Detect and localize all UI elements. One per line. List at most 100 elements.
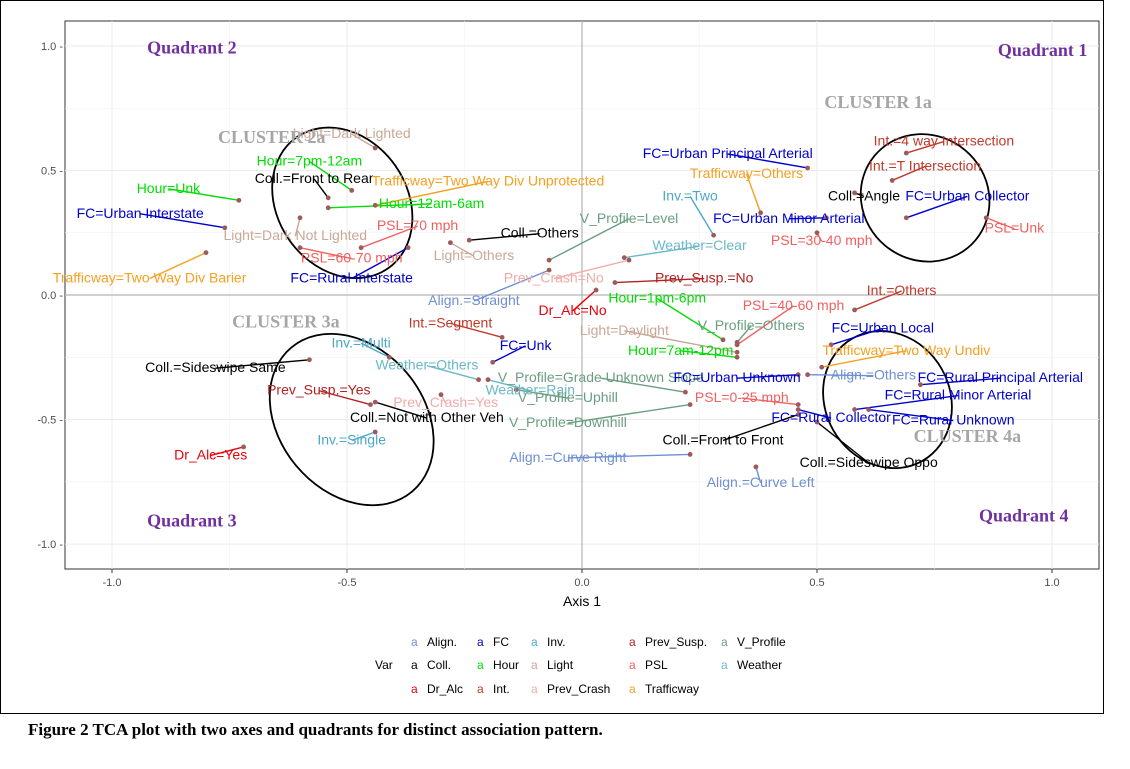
label-connector (830, 327, 884, 346)
label-connector (854, 290, 902, 311)
point-label: Align.=Curve Right (509, 449, 626, 465)
label-connector (600, 377, 686, 393)
label-connector (318, 389, 371, 406)
data-point (866, 407, 872, 412)
point-label: Dr_Alc=Yes (174, 446, 247, 462)
data-point (805, 372, 810, 378)
label-connector (351, 431, 376, 442)
cluster-label: CLUSTER 1a (824, 92, 932, 112)
point-label: PSL=60-70 mph (301, 250, 403, 266)
legend-key: a (629, 658, 636, 672)
point-label: Inv.=Single (317, 431, 386, 447)
data-point (485, 377, 491, 383)
legend-entry: Light (547, 658, 574, 672)
label-connector (553, 259, 630, 280)
point-label: Light=Daylight (580, 322, 669, 338)
label-connector (360, 225, 418, 249)
data-point (372, 399, 378, 405)
point-label: Align.=Curve Left (707, 474, 815, 490)
data-point (466, 237, 472, 243)
point-label: FC=Rural Principal Arterial (918, 369, 1083, 385)
point-label: FC=Urban Principal Arterial (643, 145, 813, 161)
label-connector (788, 217, 827, 220)
point-label: FC=Urban Local (832, 319, 934, 335)
label-connector (689, 195, 715, 236)
data-point (612, 280, 618, 285)
x-tick-label: -0.5 (338, 577, 357, 589)
point-label: Coll.=Angle (828, 187, 900, 203)
data-point (372, 202, 378, 208)
legend-entry: Prev_Crash (547, 682, 610, 696)
label-connector (624, 330, 738, 353)
point-label: Int.=Segment (409, 314, 493, 330)
label-connector (624, 245, 700, 259)
point-label: V_Profile=Grade Unknown Slope (498, 369, 704, 385)
label-connector (736, 325, 752, 343)
legend-key: a (531, 682, 538, 696)
point-label: Hour=1pm-6pm (608, 289, 706, 305)
label-connector (985, 217, 1015, 230)
quadrant-label: Quadrant 2 (147, 37, 237, 57)
point-label: Weather=Clear (652, 237, 747, 253)
point-label: FC=Urban Unknown (673, 369, 800, 385)
legend-key: a (629, 682, 636, 696)
data-point (626, 257, 632, 263)
data-point (372, 145, 378, 151)
legend-entry: Trafficway (645, 682, 699, 696)
data-point (203, 250, 209, 256)
label-connector (741, 397, 799, 406)
y-tick-label: -1.0 - (37, 539, 63, 551)
label-connector (572, 289, 597, 312)
point-label: V_Profile=Uphill (518, 389, 618, 405)
point-label: Prev_Susp.=Yes (267, 382, 370, 398)
point-label: Int.=Others (867, 282, 937, 298)
data-point (325, 195, 331, 201)
label-connector (313, 178, 329, 199)
point-label: Trafficway=Two Way Div Barier (53, 270, 247, 286)
y-tick-label: 0.5 - (41, 165, 63, 177)
legend-key: a (721, 635, 728, 649)
point-label: FC=Urban Minor Arterial (713, 210, 864, 226)
point-label: PSL=40-60 mph (743, 297, 845, 313)
data-point (297, 245, 303, 251)
x-tick-label: 1.0 (1044, 577, 1059, 589)
point-label: V_Profile=Others (698, 317, 805, 333)
point-label: Prev_Crash=Yes (393, 394, 498, 410)
data-point (476, 377, 481, 383)
grid-layer (65, 21, 1099, 569)
data-point (546, 267, 552, 273)
label-connector (375, 180, 489, 207)
point-label: Align.=Straight (428, 292, 520, 308)
data-point (513, 387, 519, 393)
data-point (687, 452, 693, 457)
label-connector (680, 350, 738, 358)
data-point (386, 354, 392, 360)
point-label: Light=Others (434, 247, 515, 263)
legend-key: a (531, 658, 538, 672)
legend-entry: FC (493, 635, 509, 649)
label-connector (906, 195, 968, 219)
point-label: Hour=12am-6am (379, 195, 484, 211)
point-label: Align.=Others (831, 367, 916, 383)
data-point (236, 197, 242, 203)
label-connector (492, 345, 526, 363)
label-connector (745, 173, 762, 214)
legend-key: a (477, 658, 484, 672)
point-label: FC=Rural Unknown (892, 412, 1015, 428)
point-labels: Light=Dark Lighted Hour=7pm-12am Coll.=Fro… (53, 125, 1083, 490)
legend-entry: PSL (645, 658, 668, 672)
data-point (241, 444, 247, 450)
label-connector (469, 233, 540, 241)
label-connector (473, 269, 550, 302)
label-connector (149, 252, 207, 280)
data-point (490, 359, 496, 365)
label-connector (755, 466, 762, 483)
point-label: PSL=0-25 mph (695, 389, 789, 405)
axis-ticks: -1.0 -0.5 0.0 0.5 1.0 -1.0 - -0.5 - 0.0 - 0.5 - 1… (37, 41, 1059, 589)
data-point (499, 334, 505, 340)
label-connector (215, 359, 310, 369)
figure-frame: Light=Dark Lighted Hour=7pm-12am Coll.=Fro… (0, 0, 1104, 714)
point-label: Hour=7pm-12am (257, 152, 362, 168)
point-label: Hour=7am-12pm (628, 342, 733, 358)
